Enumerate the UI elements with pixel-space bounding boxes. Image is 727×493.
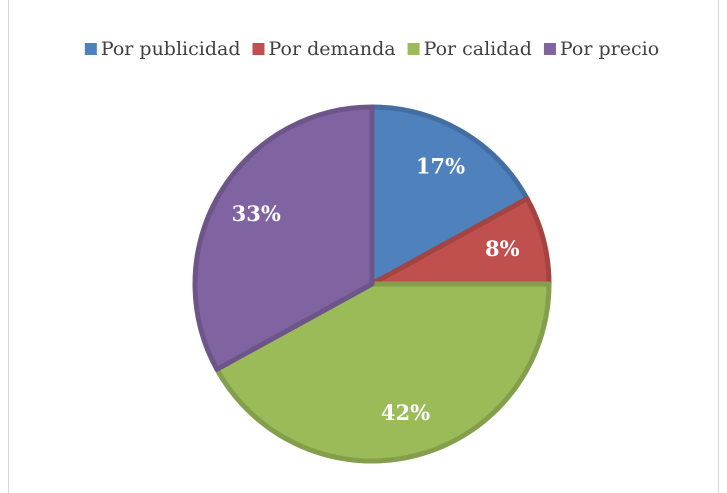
legend-swatch — [543, 43, 556, 55]
pie-slice — [214, 281, 552, 464]
data-label: 42% — [381, 400, 430, 425]
legend-label: Por demanda — [269, 38, 396, 60]
pie-slice — [192, 104, 375, 372]
pie: 17% 8% 42% 33% — [192, 104, 552, 464]
legend-label: Por publicidad — [101, 38, 241, 60]
data-label: 33% — [232, 201, 281, 226]
pie-slice — [369, 104, 530, 287]
legend-swatch — [252, 43, 265, 55]
data-label: 8% — [485, 236, 520, 261]
data-label: 17% — [416, 154, 465, 179]
legend-swatch — [84, 43, 97, 55]
legend: Por publicidad Por demanda Por calidad Por … — [84, 38, 659, 60]
legend-swatch — [407, 43, 420, 55]
legend-label: Por calidad — [424, 38, 532, 60]
legend-label: Por precio — [560, 38, 659, 60]
